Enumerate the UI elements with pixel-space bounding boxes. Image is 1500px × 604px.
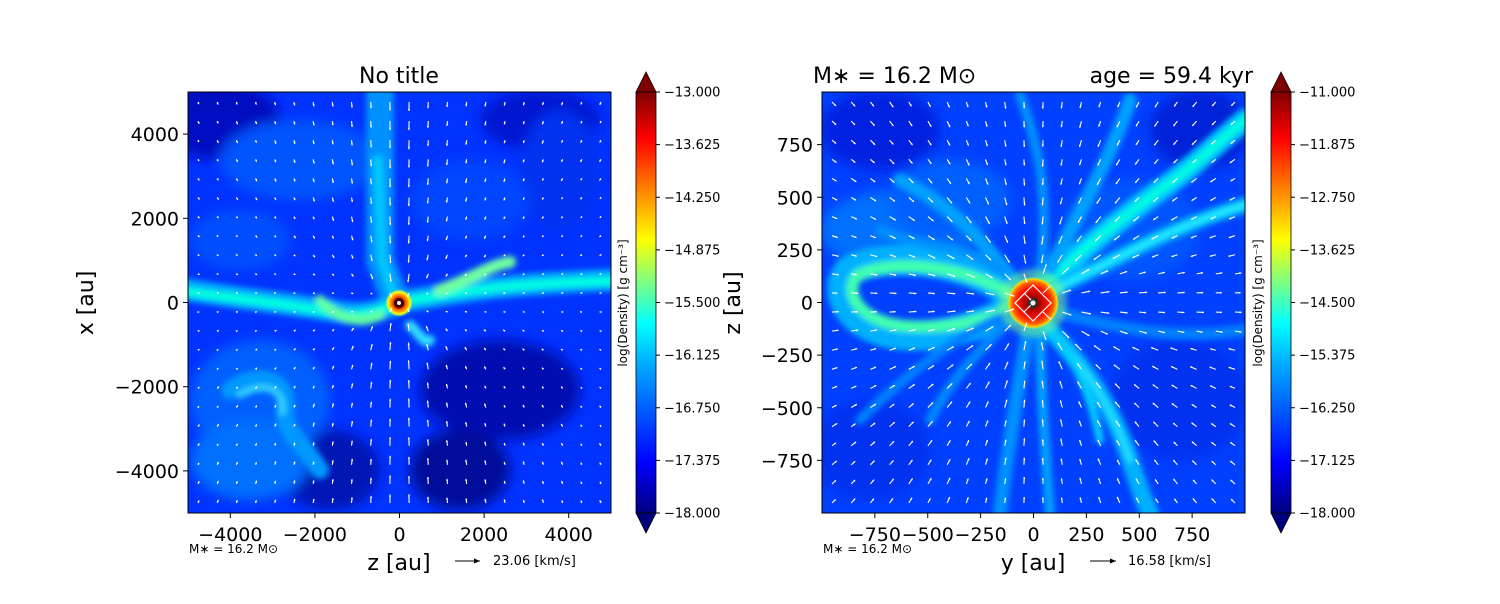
right-velocity-key: 16.58 [km/s] — [1090, 554, 1211, 569]
right-y-tick-label: 750 — [777, 135, 813, 157]
right-colorbar-tick-label: −12.750 — [1299, 191, 1355, 206]
left-colorbar-tick-label: −16.750 — [664, 401, 720, 416]
right-colorbar-extend-top — [1271, 72, 1291, 92]
left-colorbar: −13.000 −13.625 −14.250 −14.875 −15.500 −16.1… — [616, 72, 720, 533]
left-colorbar-tick-label: −17.375 — [664, 454, 720, 469]
right-y-tick-label: −500 — [761, 398, 813, 420]
left-y-tick-label: 0 — [167, 293, 179, 315]
left-colorbar-extend-top — [636, 72, 656, 92]
left-colorbar-tick-label: −16.125 — [664, 349, 720, 364]
right-panel: −750−500−2500250500750−750−500−250025050… — [721, 64, 1355, 576]
left-velocity-key: 23.06 [km/s] — [455, 554, 576, 569]
right-y-tick-label: 500 — [777, 187, 813, 209]
right-y-tick-label: 0 — [801, 293, 813, 315]
left-y-tick-label: −4000 — [115, 461, 179, 483]
left-y-tick-label: 4000 — [131, 124, 179, 146]
left-x-axis-label: z [au] — [367, 551, 430, 576]
right-colorbar-tick-label: −11.875 — [1299, 138, 1355, 153]
left-colorbar-label: log(Density) [g cm⁻³] — [616, 239, 630, 366]
left-x-tick-label: 2000 — [460, 524, 508, 546]
right-colorbar: −11.000 −11.875 −12.750 −13.625 −14.500 −15.3… — [1251, 72, 1355, 533]
right-chart-title-mass: M∗ = 16.2 M⊙ — [813, 64, 976, 89]
right-colorbar-tick-label: −15.375 — [1299, 349, 1355, 364]
right-x-tick-label: 750 — [1174, 524, 1210, 546]
figure: −4000−2000020004000−4000−2000020004000 N… — [0, 0, 1500, 600]
right-colorbar-extend-bottom — [1271, 513, 1291, 533]
right-density-map — [810, 90, 1250, 513]
right-x-tick-label: 0 — [1027, 524, 1039, 546]
left-colorbar-ticks: −13.000 −13.625 −14.250 −14.875 −15.500 −16.1… — [656, 86, 720, 522]
left-colorbar-tick-label: −14.250 — [664, 191, 720, 206]
right-colorbar-tick-label: −16.250 — [1299, 401, 1355, 416]
left-velocity-key-label: 23.06 [km/s] — [493, 554, 576, 569]
right-y-tick-label: 250 — [777, 240, 813, 262]
right-colorbar-tick-label: −18.000 — [1299, 507, 1355, 522]
right-colorbar-ticks: −11.000 −11.875 −12.750 −13.625 −14.500 −15.3… — [1291, 86, 1355, 522]
left-colorbar-tick-label: −13.000 — [664, 86, 720, 101]
left-y-tick-label: 2000 — [131, 208, 179, 230]
right-x-axis-label: y [au] — [1001, 551, 1066, 576]
right-colorbar-label: log(Density) [g cm⁻³] — [1251, 239, 1265, 366]
left-density-map — [160, 80, 611, 513]
left-y-axis-label: x [au] — [74, 271, 99, 336]
right-chart-title-age: age = 59.4 kyr — [1090, 64, 1254, 89]
right-footnote-mass: M∗ = 16.2 M⊙ — [823, 542, 912, 556]
left-chart-title: No title — [359, 64, 439, 89]
right-x-tick-label: −250 — [955, 524, 1007, 546]
right-velocity-key-label: 16.58 [km/s] — [1128, 554, 1211, 569]
left-x-tick-label: −2000 — [283, 524, 347, 546]
right-y-tick-label: −250 — [761, 345, 813, 367]
right-colorbar-tick-label: −13.625 — [1299, 243, 1355, 258]
left-footnote-mass: M∗ = 16.2 M⊙ — [189, 542, 278, 556]
right-colorbar-tick-label: −14.500 — [1299, 296, 1355, 311]
right-x-tick-label: 250 — [1068, 524, 1104, 546]
right-x-tick-label: 500 — [1121, 524, 1157, 546]
left-colorbar-tick-label: −13.625 — [664, 138, 720, 153]
right-colorbar-tick-label: −11.000 — [1299, 86, 1355, 101]
right-y-axis-label: z [au] — [721, 271, 746, 334]
right-colorbar-tick-label: −17.125 — [1299, 454, 1355, 469]
right-colorbar-bar — [1271, 92, 1291, 513]
left-y-tick-label: −2000 — [115, 377, 179, 399]
left-colorbar-tick-label: −14.875 — [664, 243, 720, 258]
right-y-tick-label: −750 — [761, 450, 813, 472]
left-panel: −4000−2000020004000−4000−2000020004000 N… — [74, 64, 720, 576]
left-x-tick-label: 4000 — [545, 524, 593, 546]
left-x-tick-label: 0 — [393, 524, 405, 546]
left-colorbar-bar — [636, 92, 656, 513]
left-colorbar-extend-bottom — [636, 513, 656, 533]
left-colorbar-tick-label: −18.000 — [664, 507, 720, 522]
left-colorbar-tick-label: −15.500 — [664, 296, 720, 311]
